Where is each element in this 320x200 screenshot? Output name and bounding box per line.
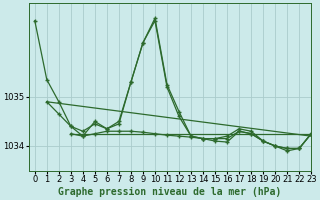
X-axis label: Graphe pression niveau de la mer (hPa): Graphe pression niveau de la mer (hPa) [58,186,282,197]
